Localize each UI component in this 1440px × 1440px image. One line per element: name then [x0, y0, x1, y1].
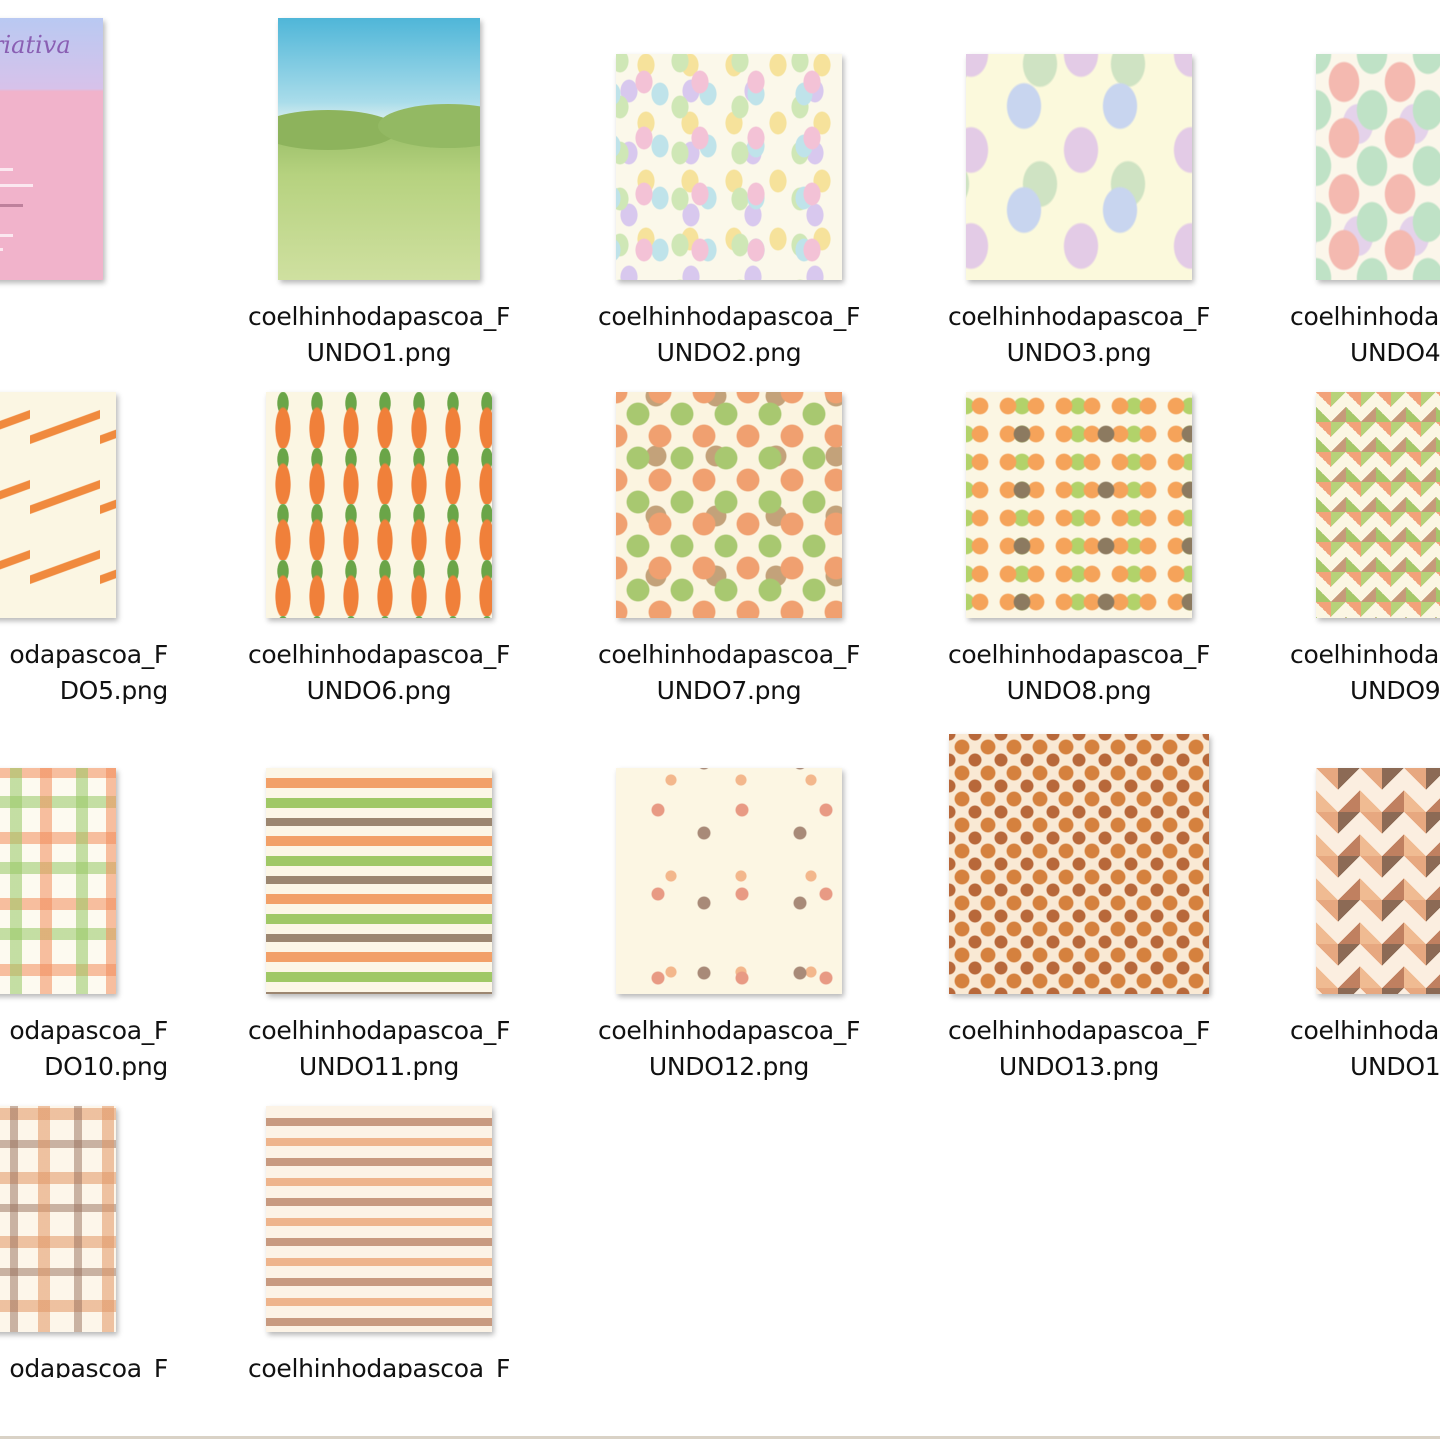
- file-thumbnail: [1316, 768, 1440, 994]
- file-name-line2: UNDO6.png: [306, 676, 452, 705]
- file-thumbnail: [0, 768, 116, 994]
- file-name-line2: UNDO13.png: [998, 1052, 1160, 1081]
- file-name-line1: coelhinhodapascoa_F: [947, 640, 1211, 669]
- file-name-line1: odapascoa_F: [9, 640, 168, 669]
- file-name-line1: coelhinhodapascoa_F: [597, 302, 861, 331]
- file-name-line2: UNDO7.png: [656, 676, 802, 705]
- file-thumbnail: [1316, 54, 1440, 280]
- file-name-line1: coelhinhoda: [1290, 1016, 1440, 1045]
- file-name-line1: coelhinhodapascoa_F: [247, 302, 511, 331]
- file-name-line2: DO5.png: [59, 676, 169, 705]
- file-name-line2: UNDO1.png: [306, 338, 452, 367]
- file-thumbnail: [949, 734, 1209, 994]
- file-thumbnail: [278, 18, 480, 280]
- file-name-line1: coelhinhodapascoa_F: [247, 1016, 511, 1045]
- file-name-line1: coelhinhodapascoa_F: [947, 1016, 1211, 1045]
- file-name-line1: coelhinhodapascoa_F: [247, 1354, 511, 1378]
- card-title: Feria Criativa: [0, 31, 71, 59]
- file-name-line1: coelhinhodapascoa_F: [947, 302, 1211, 331]
- status-bar-divider: [0, 1436, 1440, 1439]
- file-thumbnail: [966, 54, 1192, 280]
- file-name-line1: coelhinhodapascoa_F: [597, 640, 861, 669]
- file-thumbnail: [966, 392, 1192, 618]
- file-name-line2: DO10.png: [44, 1052, 168, 1081]
- file-name-line2: UNDO11.png: [298, 1052, 460, 1081]
- file-name-line1: coelhinhodapascoa_F: [247, 640, 511, 669]
- file-name-line2: UNDO2.png: [656, 338, 802, 367]
- file-name-line1: coelhinhodapascoa_F: [597, 1016, 861, 1045]
- file-name-line1: odapascoa_F: [9, 1016, 168, 1045]
- file-thumbnail: [616, 392, 842, 618]
- file-name-line2: UNDO1: [1350, 1052, 1440, 1081]
- file-name-line2: UNDO12.png: [648, 1052, 810, 1081]
- file-thumbnail: [266, 392, 492, 618]
- file-thumbnail: [0, 1106, 116, 1332]
- file-list-view: Feria CriativaRTANTEÇÃO.pngcoelhinhodapa…: [0, 18, 1440, 1378]
- file-name-line1: coelhinhoda: [1290, 302, 1440, 331]
- file-thumbnail: Feria CriativaRTANTE: [0, 18, 103, 280]
- file-thumbnail: [616, 768, 842, 994]
- file-name-line2: UNDO4: [1350, 338, 1440, 367]
- file-name-line1: odapascoa_F: [9, 1354, 168, 1378]
- file-thumbnail: [266, 1106, 492, 1332]
- file-name-line2: UNDO8.png: [1006, 676, 1152, 705]
- file-name-line1: coelhinhoda: [1290, 640, 1440, 669]
- file-thumbnail: [616, 54, 842, 280]
- file-thumbnail: [0, 392, 116, 618]
- file-thumbnail: [266, 768, 492, 994]
- file-name-line2: UNDO3.png: [1006, 338, 1152, 367]
- file-name-line2: UNDO9: [1350, 676, 1440, 705]
- file-thumbnail: [1316, 392, 1440, 618]
